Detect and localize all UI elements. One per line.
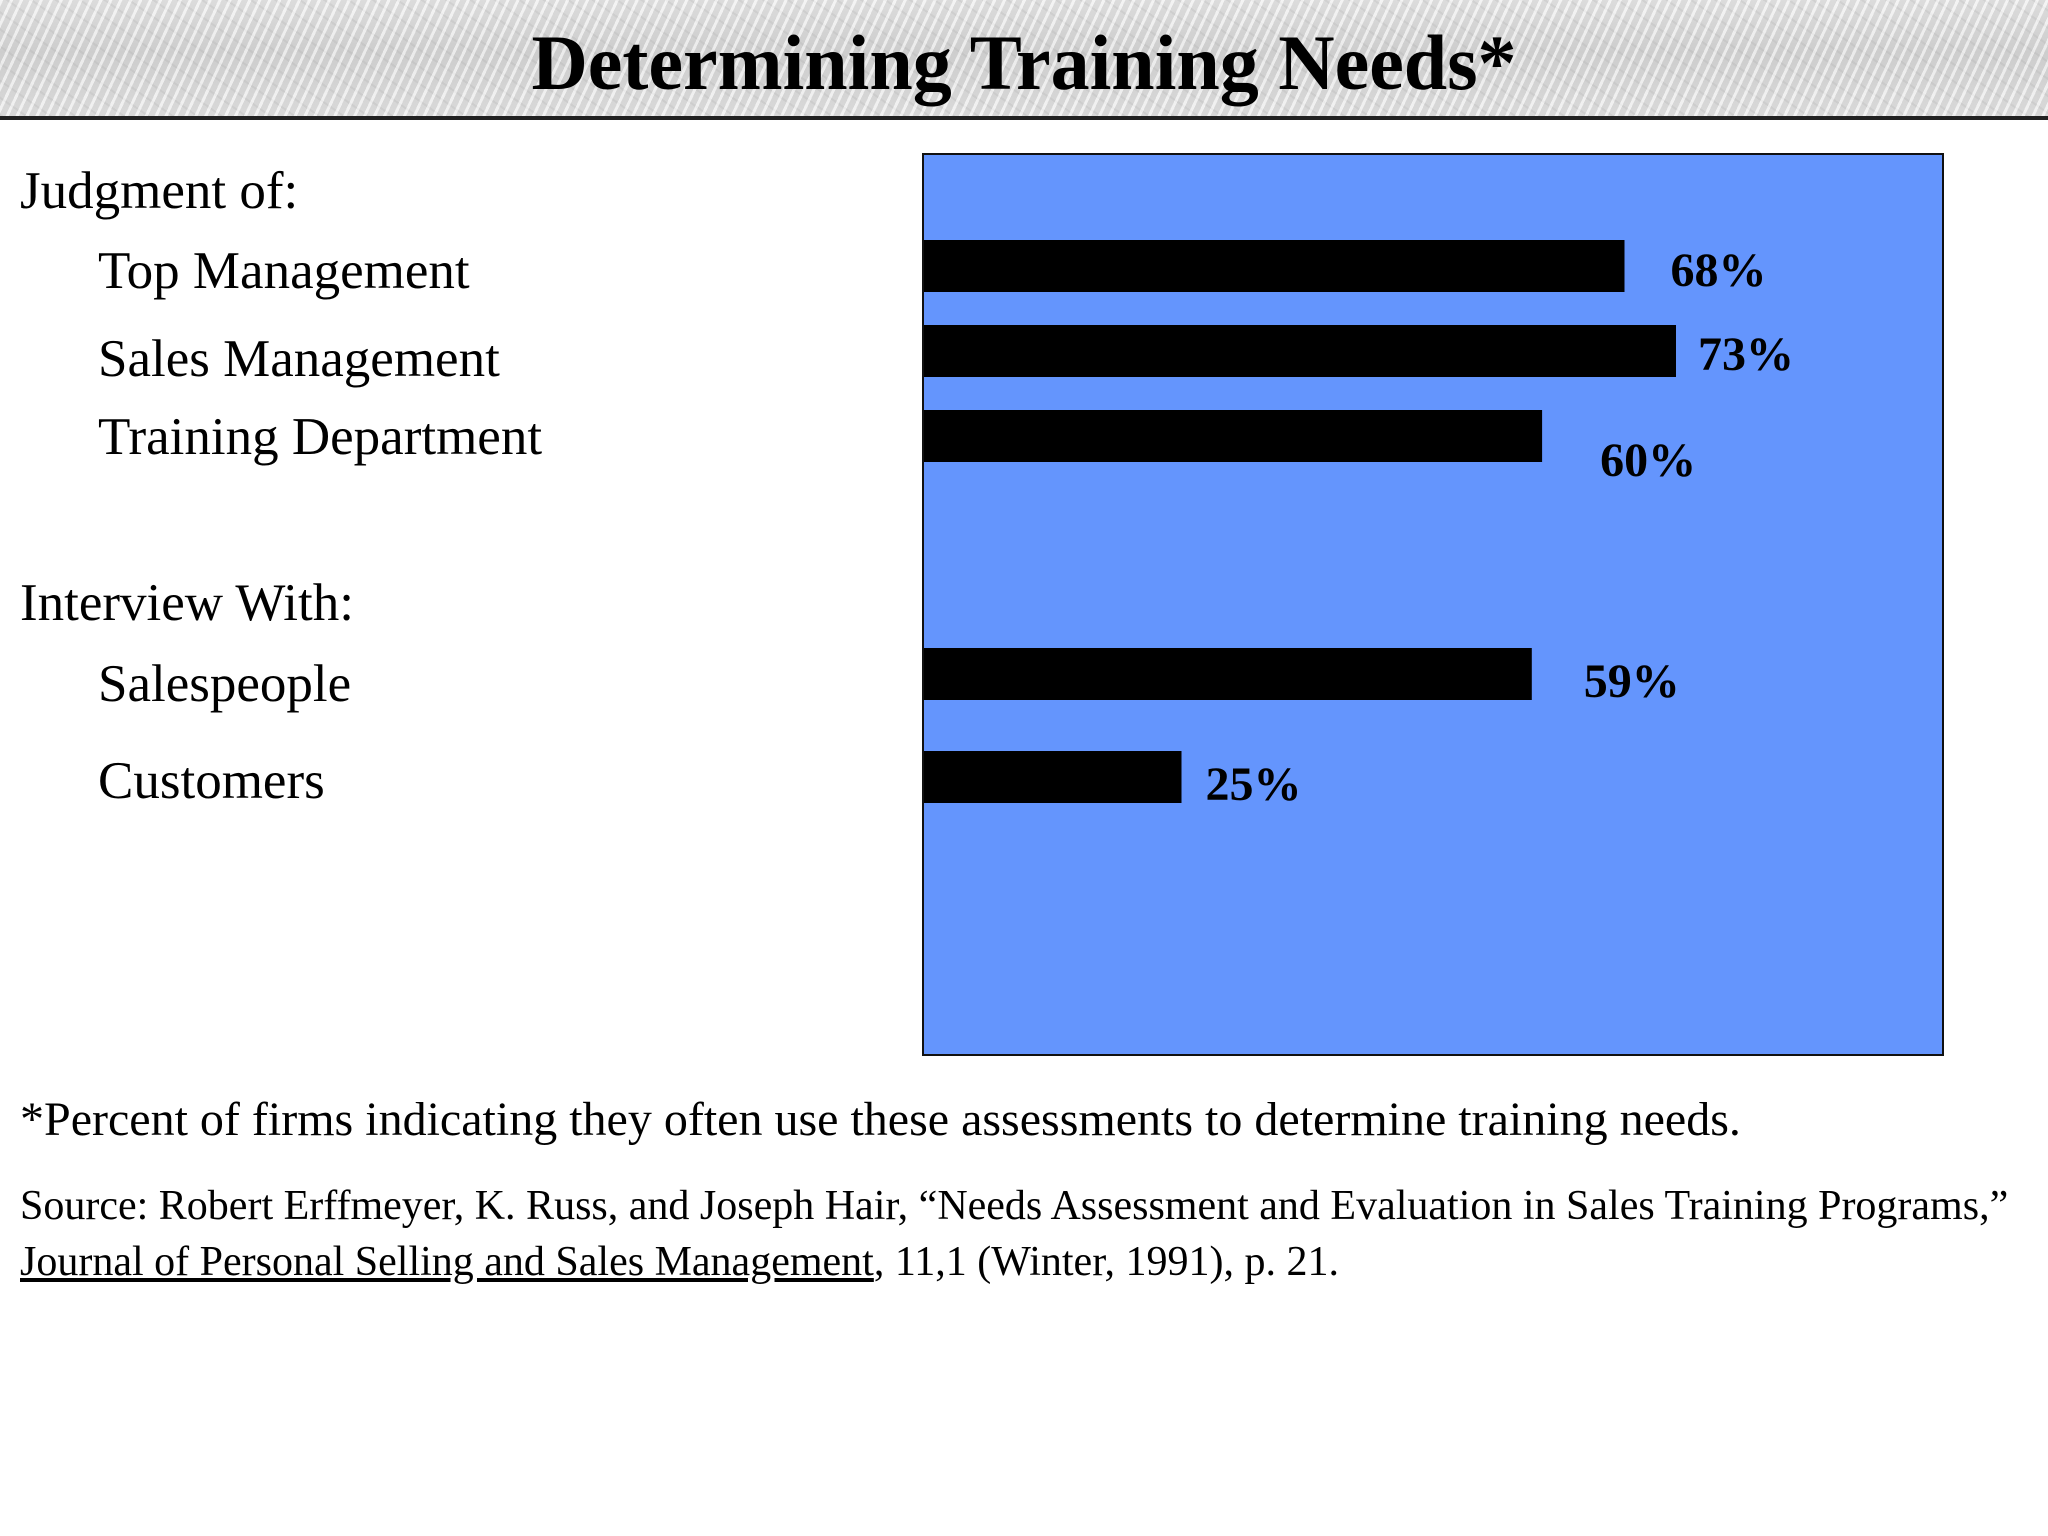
source-journal: Journal of Personal Selling and Sales Ma… bbox=[20, 1239, 874, 1285]
bar-chart: 68% 73% 60% 59% 25% bbox=[922, 153, 1944, 1056]
group-label-interview: Interview With: bbox=[20, 574, 354, 632]
data-label-salespeople: 59% bbox=[1584, 655, 1680, 708]
category-label-training-department: Training Department bbox=[98, 408, 543, 466]
group-label-judgment: Judgment of: bbox=[20, 162, 299, 220]
data-label-top-management: 68% bbox=[1671, 244, 1767, 297]
category-label-customers: Customers bbox=[98, 752, 325, 810]
page-title: Determining Training Needs* bbox=[531, 19, 1517, 106]
source-citation: Source: Robert Erffmeyer, K. Russ, and J… bbox=[20, 1178, 2010, 1290]
category-label-top-management: Top Management bbox=[98, 242, 470, 300]
bar-top-management bbox=[924, 240, 1625, 292]
footnote: *Percent of firms indicating they often … bbox=[20, 1093, 1741, 1146]
source-prefix: Source: Robert Erffmeyer, K. Russ, and J… bbox=[20, 1183, 2009, 1229]
source-suffix: , 11,1 (Winter, 1991), p. 21. bbox=[873, 1239, 1339, 1285]
bar-customers bbox=[924, 751, 1182, 803]
category-label-sales-management: Sales Management bbox=[98, 330, 500, 388]
category-label-salespeople: Salespeople bbox=[98, 655, 352, 713]
data-label-training-department: 60% bbox=[1600, 434, 1696, 487]
bar-training-department bbox=[924, 410, 1543, 462]
title-banner: Determining Training Needs* bbox=[0, 0, 2048, 120]
data-label-customers: 25% bbox=[1206, 758, 1302, 811]
data-label-sales-management: 73% bbox=[1698, 328, 1794, 381]
bar-salespeople bbox=[924, 648, 1532, 700]
bar-sales-management bbox=[924, 325, 1676, 377]
bar-chart-plot: 68% 73%60% 59% 25% bbox=[924, 240, 1794, 811]
